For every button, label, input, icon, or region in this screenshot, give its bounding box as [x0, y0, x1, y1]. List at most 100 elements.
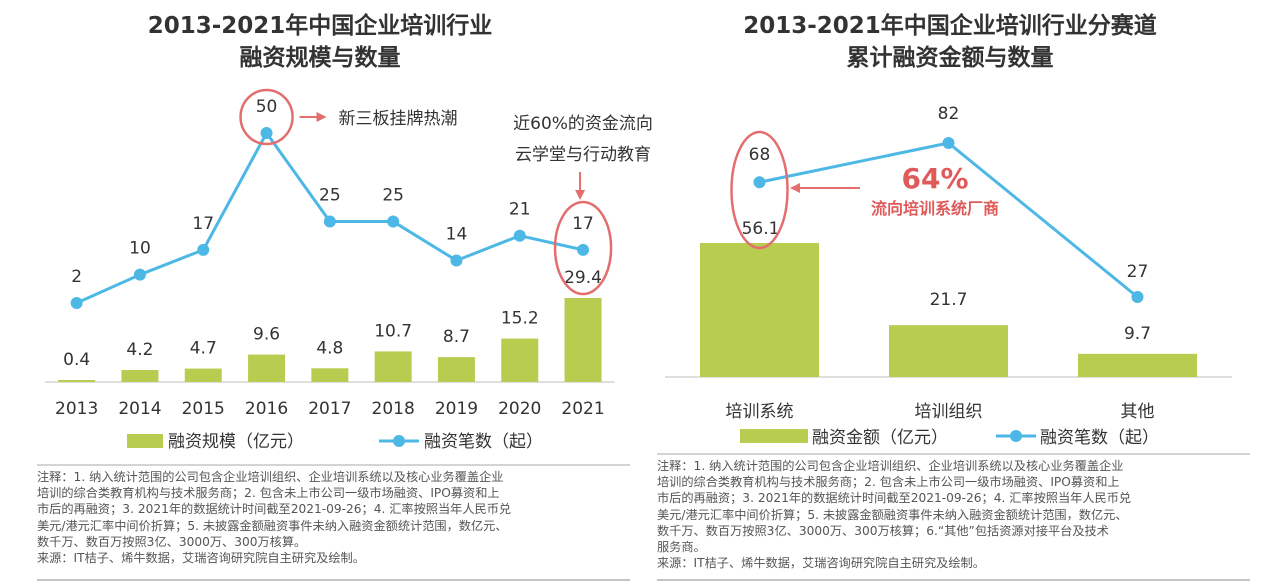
left-arrow2-head: [575, 190, 586, 200]
right-note-line: 数千万、数百万按照3亿、3000万、300万核算；6.“其他”包括资源对接平台及…: [657, 523, 1109, 538]
left-bar-label-2019: 8.7: [443, 327, 470, 347]
left-point-label-2018: 25: [382, 186, 404, 206]
left-legend-line-label: 融资笔数（起）: [424, 432, 543, 452]
right-title-line1: 2013-2021年中国企业培训行业分赛道: [743, 13, 1157, 39]
left-bar-label-2020: 15.2: [501, 309, 539, 329]
left-x-tick-2017: 2017: [308, 399, 351, 419]
left-bar-2021: [564, 298, 602, 382]
left-bar-label-2018: 10.7: [374, 321, 412, 341]
right-x-tick-培训组织: 培训组织: [915, 402, 983, 422]
left-note-line: 注释：1. 纳入统计范围的公司包含企业培训组织、企业培训系统以及核心业务覆盖企业: [37, 470, 504, 484]
left-x-tick-2020: 2020: [498, 399, 541, 419]
right-annotation: 流向培训系统厂商: [871, 199, 999, 218]
left-point-label-2017: 25: [319, 186, 341, 206]
right-x-tick-培训系统: 培训系统: [726, 402, 794, 422]
right-bar-培训系统: [700, 243, 819, 377]
left-point-2021: [577, 243, 590, 256]
right-bar-label-其他: 9.7: [1124, 324, 1151, 344]
left-point-label-2019: 14: [446, 225, 468, 245]
left-annotation1: 新三板挂牌热潮: [339, 109, 458, 129]
right-legend-line-marker: [1010, 430, 1022, 442]
left-note-line: 培训的综合类教育机构与技术服务商；2. 包含未上市公司一级市场融资、IPO募资和…: [37, 486, 500, 501]
left-legend-line-marker: [393, 435, 405, 447]
left-x-tick-2019: 2019: [435, 399, 478, 419]
left-x-tick-2016: 2016: [245, 399, 288, 419]
right-point-label-其他: 27: [1127, 262, 1149, 282]
left-point-label-2015: 17: [192, 214, 214, 234]
right-bar-label-培训系统: 56.1: [742, 219, 780, 239]
right-note-line: 服务商。: [657, 540, 706, 555]
left-point-label-2014: 10: [129, 239, 151, 259]
left-title-line1: 2013-2021年中国企业培训行业: [147, 13, 493, 39]
left-x-tick-2013: 2013: [55, 399, 98, 419]
left-notes: 注释：1. 纳入统计范围的公司包含企业培训组织、企业培训系统以及核心业务覆盖企业…: [37, 469, 627, 566]
left-bar-2014: [121, 370, 159, 382]
left-bar-2017: [311, 368, 349, 382]
left-x-tick-2021: 2021: [561, 399, 604, 419]
right-point-培训组织: [942, 137, 955, 149]
right-bar-培训组织: [889, 325, 1008, 377]
right-title-line2: 累计融资金额与数量: [846, 45, 1054, 71]
left-chart-title: 2013-2021年中国企业培训行业 融资规模与数量: [40, 10, 600, 74]
left-source-line: 来源：IT桔子、烯牛数据，艾瑞咨询研究院自主研究及绘制。: [37, 551, 365, 566]
left-highlight-2021: [553, 200, 613, 296]
left-legend-bar-swatch: [127, 434, 163, 448]
left-bar-label-2016: 9.6: [253, 325, 280, 345]
left-point-label-2021: 17: [572, 214, 594, 234]
right-note-line: 注释：1. 纳入统计范围的公司包含企业培训组织、企业培训系统以及核心业务覆盖企业: [657, 459, 1124, 473]
left-point-2019: [450, 254, 463, 267]
left-title-line2: 融资规模与数量: [239, 45, 401, 71]
left-bar-2016: [248, 354, 286, 382]
left-annotation2-line2: 云学堂与行动教育: [515, 145, 651, 165]
left-point-label-2020: 21: [509, 200, 531, 220]
right-point-培训系统: [753, 176, 766, 189]
left-note-line: 美元/港元汇率中间价折算；5. 未披露金额融资事件未纳入融资金额统计范围，数亿元…: [37, 518, 508, 533]
left-bar-label-2014: 4.2: [126, 340, 153, 360]
left-highlight-2016: [239, 88, 294, 146]
left-bar-2015: [184, 368, 222, 382]
left-x-tick-2015: 2015: [182, 399, 225, 419]
left-point-label-2016: 50: [256, 97, 278, 117]
left-point-2015: [197, 243, 210, 256]
left-point-2016: [260, 127, 273, 139]
right-arrow-head: [790, 183, 800, 193]
left-arrow1-head: [316, 112, 327, 122]
left-point-2020: [513, 229, 526, 242]
left-bar-label-2021: 29.4: [564, 268, 602, 288]
right-big-percent: 64%: [901, 162, 968, 195]
left-note-line: 数千万、数百万按照3亿、3000万、300万核算。: [37, 534, 307, 549]
right-source-line: 来源：IT桔子、烯牛数据，艾瑞咨询研究院自主研究及绘制。: [657, 556, 985, 571]
left-point-label-2013: 2: [71, 267, 82, 287]
left-point-2014: [133, 268, 146, 281]
right-note-line: 市后的再融资；3. 2021年的数据统计时间截至2021-09-26；4. 汇率…: [657, 491, 1132, 506]
left-bar-label-2013: 0.4: [63, 350, 90, 370]
right-legend-bar-swatch: [740, 429, 808, 443]
left-bar-label-2015: 4.7: [190, 339, 217, 359]
right-legend-line-label: 融资笔数（起）: [1040, 428, 1159, 448]
right-point-label-培训系统: 68: [749, 145, 771, 165]
right-point-label-培训组织: 82: [938, 104, 960, 124]
left-x-tick-2014: 2014: [118, 399, 161, 419]
left-bar-label-2017: 4.8: [316, 338, 343, 358]
left-bar-2013: [58, 380, 96, 382]
right-note-line: 培训的综合类教育机构与技术服务商；2. 包含未上市公司一级市场融资、IPO募资和…: [657, 475, 1120, 490]
right-highlight-training-system: [730, 130, 789, 250]
right-point-其他: [1131, 291, 1144, 303]
left-point-2013: [70, 297, 83, 309]
right-note-line: 美元/港元汇率中间价折算；5. 未披露金额融资事件未纳入融资金额统计范围，数亿元…: [657, 507, 1128, 522]
left-note-line: 市后的再融资；3. 2021年的数据统计时间截至2021-09-26；4. 汇率…: [37, 502, 512, 517]
right-legend-bar-label: 融资金额（亿元）: [812, 428, 948, 448]
left-bar-2019: [437, 357, 475, 382]
left-point-2018: [387, 215, 400, 228]
right-notes: 注释：1. 纳入统计范围的公司包含企业培训组织、企业培训系统以及核心业务覆盖企业…: [657, 458, 1252, 571]
left-legend-bar-label: 融资规模（亿元）: [168, 432, 304, 452]
left-bar-2018: [374, 351, 412, 382]
left-point-2017: [323, 215, 336, 228]
right-x-tick-其他: 其他: [1121, 402, 1155, 422]
left-annotation2-line1: 近60%的资金流向: [513, 114, 653, 134]
right-bar-label-培训组织: 21.7: [930, 290, 968, 310]
left-bar-2020: [501, 338, 539, 382]
right-chart-title: 2013-2021年中国企业培训行业分赛道 累计融资金额与数量: [650, 10, 1250, 74]
right-bar-其他: [1078, 353, 1197, 377]
